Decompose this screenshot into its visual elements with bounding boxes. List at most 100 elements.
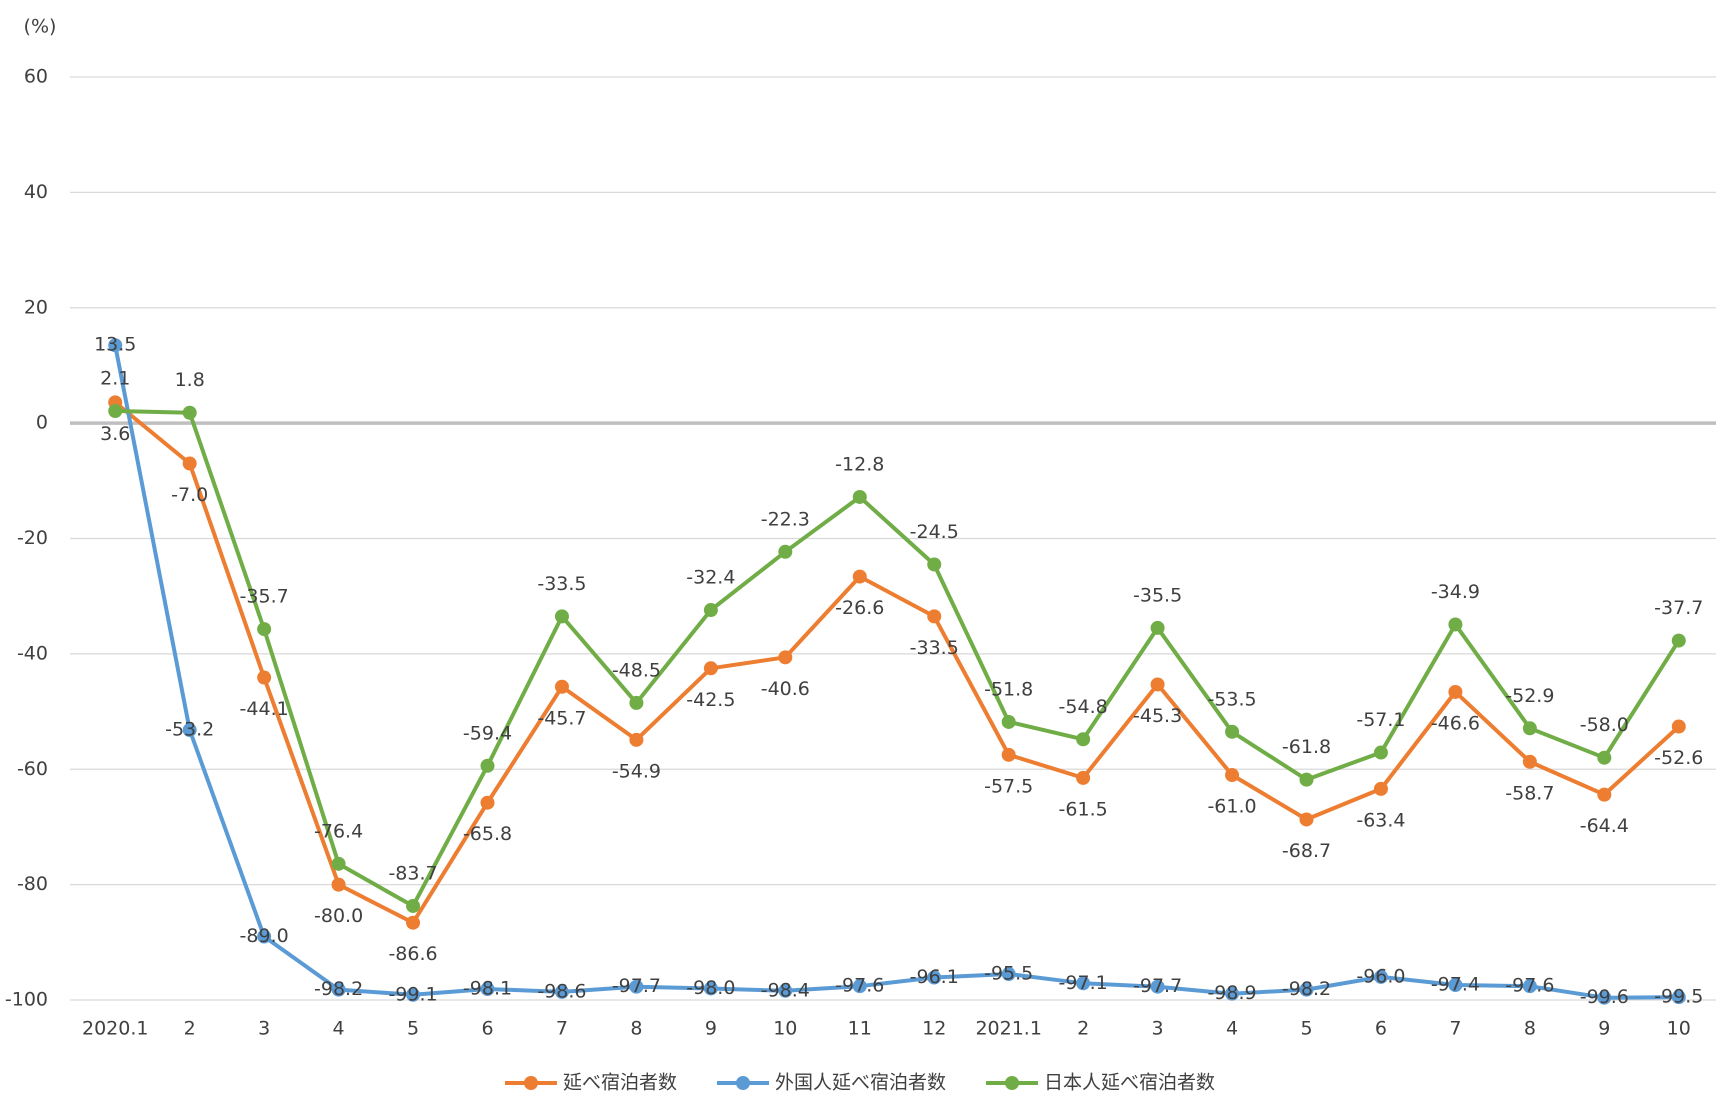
data-point [108, 338, 123, 353]
data-point [1076, 732, 1091, 747]
x-tick-label: 4 [333, 1018, 345, 1040]
data-label: -22.3 [761, 508, 810, 530]
data-label: 2.1 [100, 368, 130, 390]
data-label: -52.6 [1654, 747, 1703, 769]
series-line [115, 409, 1681, 908]
data-point [1373, 781, 1388, 796]
data-point [1671, 719, 1686, 734]
data-label: -57.1 [1356, 709, 1405, 731]
data-point [1001, 714, 1016, 729]
data-label: -12.8 [835, 453, 884, 475]
x-tick-label: 8 [1524, 1018, 1536, 1040]
data-point [778, 983, 793, 998]
data-point [1150, 677, 1165, 692]
data-label: -54.8 [1059, 696, 1108, 718]
data-label: 13.5 [94, 334, 136, 356]
data-label: -63.4 [1356, 809, 1405, 831]
data-label: -97.1 [1059, 972, 1108, 994]
y-tick-label: -100 [5, 989, 48, 1011]
data-point [182, 405, 197, 420]
data-label: -99.5 [1654, 986, 1703, 1008]
data-point [927, 557, 942, 572]
x-tick-label: 5 [1300, 1018, 1312, 1040]
legend-label: 延べ宿泊者数 [563, 1072, 677, 1094]
x-tick-label: 10 [773, 1018, 797, 1040]
x-tick-label: 8 [630, 1018, 642, 1040]
data-label: -76.4 [314, 820, 363, 842]
data-point [629, 979, 644, 994]
data-label: -98.4 [761, 979, 810, 1001]
data-label: -98.0 [686, 977, 735, 999]
legend-label: 外国人延べ宿泊者数 [775, 1072, 946, 1094]
data-point [331, 856, 346, 871]
series-line [113, 344, 1679, 1000]
data-label: -53.2 [165, 719, 214, 741]
data-label: -37.7 [1654, 597, 1703, 619]
data-label: -98.9 [1207, 982, 1256, 1004]
data-point [1671, 633, 1686, 648]
x-tick-label: 11 [848, 1018, 872, 1040]
data-label: -34.9 [1431, 581, 1480, 603]
data-label: -24.5 [910, 521, 959, 543]
y-tick-label: -60 [17, 758, 48, 780]
data-label: -97.7 [1133, 975, 1182, 997]
x-tick-label: 9 [705, 1018, 717, 1040]
data-point [1448, 617, 1463, 632]
x-tick-label: 7 [556, 1018, 568, 1040]
data-label: -59.4 [463, 722, 512, 744]
x-tick-label: 3 [1152, 1018, 1164, 1040]
y-tick-label: -20 [17, 527, 48, 549]
legend-marker [1005, 1076, 1020, 1090]
data-label: -98.2 [314, 978, 363, 1000]
data-point [182, 723, 197, 738]
y-tick-label: -80 [17, 873, 48, 895]
x-tick-label: 2021.1 [975, 1018, 1041, 1040]
data-label: -61.0 [1207, 796, 1256, 818]
data-point [1076, 976, 1091, 991]
data-point [1001, 747, 1016, 762]
data-point [852, 979, 867, 994]
data-point [1373, 745, 1388, 760]
data-label: -52.9 [1505, 685, 1554, 707]
data-label: -89.0 [240, 925, 289, 947]
x-tick-label: 3 [258, 1018, 270, 1040]
data-label: -98.6 [537, 980, 586, 1002]
data-point [1597, 787, 1612, 802]
legend: 延べ宿泊者数 外国人延べ宿泊者数 日本人延べ宿泊者数 [504, 1072, 1215, 1094]
data-point [257, 622, 272, 637]
series-line [113, 400, 1681, 925]
y-tick-label: 60 [24, 66, 48, 88]
data-point [1225, 768, 1240, 783]
y-axis-label: (%) [24, 16, 57, 38]
data-label: -26.6 [835, 597, 884, 619]
data-point [778, 544, 793, 559]
data-point [554, 609, 569, 624]
data-point [1522, 721, 1537, 736]
data-point [852, 569, 867, 584]
data-label: -58.7 [1505, 782, 1554, 804]
y-tick-label: 0 [36, 412, 48, 434]
data-point [927, 609, 942, 624]
data-label: 3.6 [100, 423, 130, 445]
data-label: -64.4 [1580, 815, 1629, 837]
data-label: -35.7 [240, 586, 289, 608]
data-label: -65.8 [463, 823, 512, 845]
data-label: -44.1 [240, 698, 289, 720]
data-point [1299, 982, 1314, 997]
data-label: -33.5 [537, 573, 586, 595]
data-point [554, 679, 569, 694]
x-tick-label: 2 [184, 1018, 196, 1040]
data-point [1448, 978, 1463, 993]
data-label: -42.5 [686, 689, 735, 711]
data-label: -40.6 [761, 678, 810, 700]
data-point [629, 695, 644, 710]
data-point [182, 456, 197, 471]
data-label: -54.9 [612, 760, 661, 782]
data-label: -45.7 [537, 707, 586, 729]
data-point [852, 489, 867, 504]
data-point [1671, 990, 1686, 1005]
data-point [331, 982, 346, 997]
data-point [1522, 979, 1537, 994]
data-point [406, 898, 421, 913]
data-label: -51.8 [984, 678, 1033, 700]
